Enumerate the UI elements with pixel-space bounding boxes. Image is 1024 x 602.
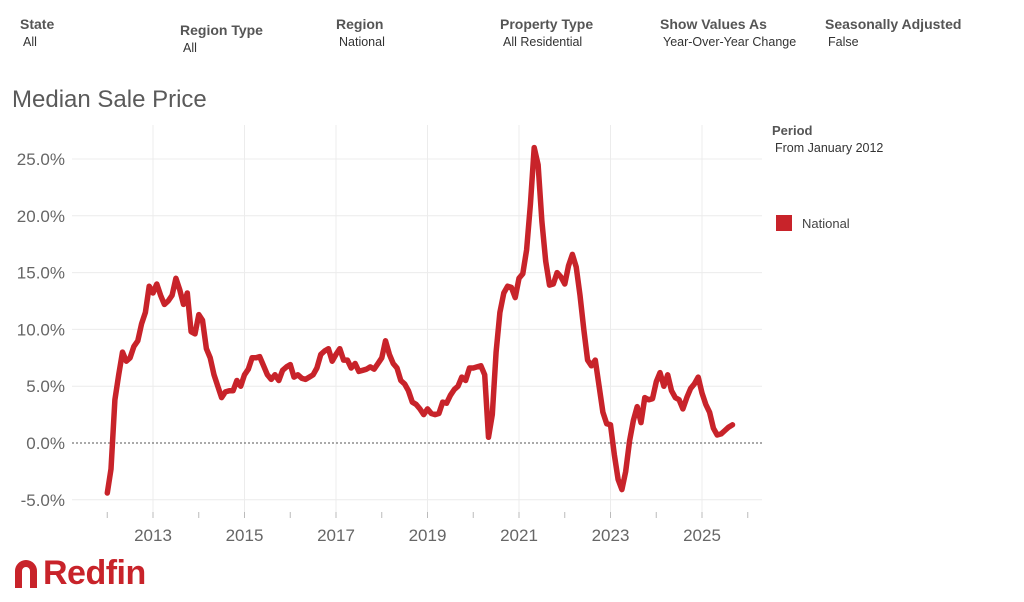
- series-line-national: [104, 144, 736, 496]
- y-tick-label: 15.0%: [17, 264, 65, 283]
- filter-region[interactable]: Region National: [336, 16, 385, 49]
- filter-value: All: [183, 41, 197, 55]
- x-tick-label: 2013: [134, 526, 172, 545]
- y-axis-ticks: 25.0% 20.0% 15.0% 10.0% 5.0% 0.0% -5.0%: [17, 150, 65, 510]
- redfin-mark-icon: [15, 560, 37, 588]
- filter-value: All: [23, 35, 37, 49]
- y-tick-label: 5.0%: [26, 377, 65, 396]
- x-tick-label: 2023: [592, 526, 630, 545]
- filter-label: Seasonally Adjusted: [825, 16, 962, 32]
- filter-value: Year-Over-Year Change: [663, 35, 797, 49]
- legend-period: Period From January 2012: [772, 123, 883, 155]
- grid-lines: [72, 125, 762, 512]
- x-tick-label: 2025: [683, 526, 721, 545]
- y-tick-label: 25.0%: [17, 150, 65, 169]
- redfin-logo[interactable]: Redfin: [12, 556, 146, 590]
- filter-label: Show Values As: [660, 16, 767, 32]
- filter-label: Region: [336, 16, 384, 32]
- y-tick-label: -5.0%: [21, 491, 65, 510]
- logo-text: Redfin: [43, 554, 146, 592]
- filter-state[interactable]: State All: [20, 16, 54, 49]
- filter-region-type[interactable]: Region Type All: [180, 22, 263, 55]
- y-tick-label: 20.0%: [17, 207, 65, 226]
- legend-swatch: [776, 215, 792, 231]
- series-layer: [104, 144, 736, 496]
- chart-title: Median Sale Price: [12, 86, 207, 113]
- filter-seasonally-adjusted[interactable]: Seasonally Adjusted False: [825, 16, 961, 49]
- filter-value: False: [828, 35, 859, 49]
- y-tick-label: 10.0%: [17, 320, 65, 339]
- filter-value: National: [339, 35, 385, 49]
- filter-label: Property Type: [500, 16, 594, 32]
- filter-show-values-as[interactable]: Show Values As Year-Over-Year Change: [660, 16, 796, 49]
- legend-title: Period: [772, 123, 813, 138]
- x-tick-label: 2015: [226, 526, 264, 545]
- filter-value: All Residential: [503, 35, 583, 49]
- legend-subtitle: From January 2012: [775, 141, 884, 155]
- x-tick-label: 2021: [500, 526, 538, 545]
- filter-label: State: [20, 16, 55, 32]
- filter-property-type[interactable]: Property Type All Residential: [500, 16, 593, 49]
- legend-item-national[interactable]: National: [776, 215, 850, 231]
- filter-label: Region Type: [180, 22, 263, 38]
- x-axis-ticks: 2013 2015 2017 2019 2021 2023 2025: [106, 512, 749, 545]
- legend-label: National: [802, 215, 850, 231]
- x-tick-label: 2019: [409, 526, 447, 545]
- y-tick-label: 0.0%: [26, 434, 65, 453]
- x-tick-label: 2017: [317, 526, 355, 545]
